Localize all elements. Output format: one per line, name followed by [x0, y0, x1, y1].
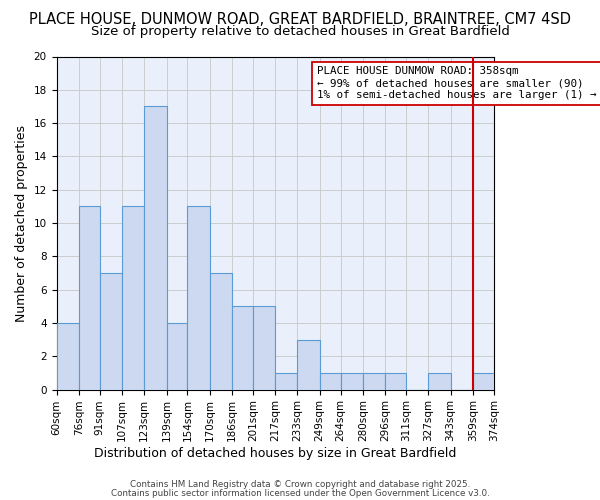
Y-axis label: Number of detached properties: Number of detached properties [15, 124, 28, 322]
X-axis label: Distribution of detached houses by size in Great Bardfield: Distribution of detached houses by size … [94, 447, 457, 460]
Bar [144, 106, 167, 390]
Text: Size of property relative to detached houses in Great Bardfield: Size of property relative to detached ho… [91, 25, 509, 38]
Bar [428, 373, 451, 390]
Text: Contains HM Land Registry data © Crown copyright and database right 2025.: Contains HM Land Registry data © Crown c… [130, 480, 470, 489]
Bar [56, 323, 79, 390]
Bar [232, 306, 253, 390]
Bar [210, 273, 232, 390]
Bar [167, 323, 187, 390]
Bar [298, 340, 320, 390]
Bar [341, 373, 363, 390]
Bar [320, 373, 341, 390]
Text: PLACE HOUSE DUNMOW ROAD: 358sqm
← 99% of detached houses are smaller (90)
1% of : PLACE HOUSE DUNMOW ROAD: 358sqm ← 99% of… [317, 66, 596, 100]
Bar [385, 373, 406, 390]
Bar [187, 206, 210, 390]
Bar [253, 306, 275, 390]
Bar [275, 373, 298, 390]
Text: PLACE HOUSE, DUNMOW ROAD, GREAT BARDFIELD, BRAINTREE, CM7 4SD: PLACE HOUSE, DUNMOW ROAD, GREAT BARDFIEL… [29, 12, 571, 28]
Bar [363, 373, 385, 390]
Bar [473, 373, 494, 390]
Bar [100, 273, 122, 390]
Bar [79, 206, 100, 390]
Text: Contains public sector information licensed under the Open Government Licence v3: Contains public sector information licen… [110, 488, 490, 498]
Bar [122, 206, 144, 390]
